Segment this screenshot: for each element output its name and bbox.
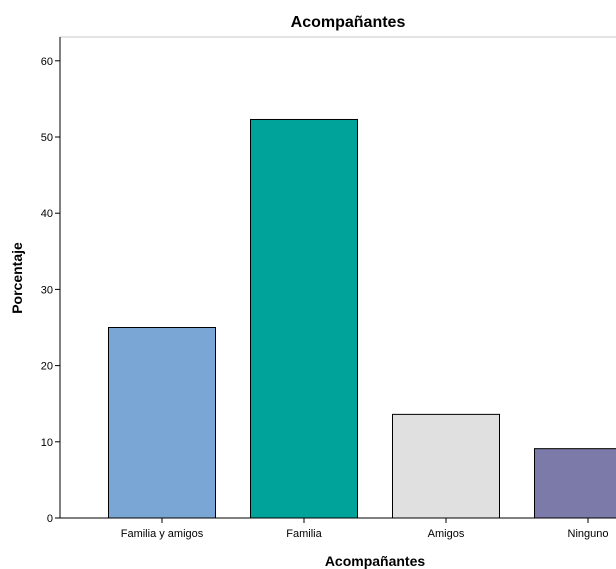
y-tick-label: 40 <box>41 208 53 220</box>
y-axis-ticks: 0 10 20 30 40 50 60 <box>41 56 60 525</box>
x-tick-label: Familia y amigos <box>121 528 204 540</box>
bar-ninguno <box>534 448 616 519</box>
bar-familia <box>250 118 358 519</box>
x-tick-label: Amigos <box>428 528 465 540</box>
bar-amigos <box>392 413 500 519</box>
bars-group <box>108 118 616 519</box>
y-tick-label: 30 <box>41 284 53 296</box>
chart-title: Acompañantes <box>291 14 406 31</box>
y-tick-label: 50 <box>41 132 53 144</box>
y-tick-label: 0 <box>47 513 53 525</box>
x-tick-label: Familia <box>286 528 322 540</box>
y-axis-label: Porcentaje <box>9 242 25 314</box>
x-axis-ticks: Familia y amigos Familia Amigos Ninguno <box>121 518 609 540</box>
y-tick-label: 60 <box>41 56 53 68</box>
bar-familia-y-amigos <box>108 327 216 519</box>
y-tick-label: 10 <box>41 437 53 449</box>
x-tick-label: Ninguno <box>568 528 609 540</box>
x-axis-label: Acompañantes <box>325 553 426 569</box>
y-tick-label: 20 <box>41 361 53 373</box>
